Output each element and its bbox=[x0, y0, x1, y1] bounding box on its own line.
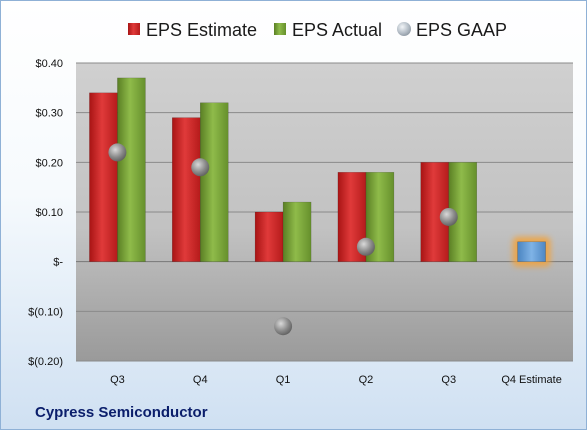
x-tick-label: Q4 Estimate bbox=[501, 374, 562, 386]
actual-bar bbox=[117, 77, 146, 262]
gaap-point bbox=[356, 237, 375, 256]
y-tick-label: $0.10 bbox=[35, 207, 63, 219]
legend-swatch-gaap bbox=[397, 22, 411, 36]
legend-label-actual: EPS Actual bbox=[292, 20, 382, 40]
gaap-point bbox=[108, 143, 127, 162]
y-tick-label: $(0.20) bbox=[28, 356, 63, 368]
forecast-bar bbox=[517, 241, 546, 262]
y-tick-label: $0.40 bbox=[35, 58, 63, 70]
y-tick-label: $0.30 bbox=[35, 108, 63, 120]
y-tick-label: $- bbox=[53, 257, 63, 269]
estimate-bar bbox=[254, 211, 284, 262]
y-tick-label: $0.20 bbox=[35, 157, 63, 169]
x-tick-label: Q2 bbox=[359, 374, 374, 386]
legend: EPS Estimate EPS Actual EPS GAAP bbox=[128, 20, 507, 40]
x-tick-label: Q3 bbox=[110, 374, 125, 386]
legend-swatch-actual bbox=[274, 23, 286, 35]
y-tick-label: $(0.10) bbox=[28, 306, 63, 318]
legend-label-gaap: EPS GAAP bbox=[416, 20, 507, 40]
x-axis-labels: Q3 Q4 Q1 Q2 Q3 Q4 Estimate bbox=[110, 374, 562, 386]
gaap-point bbox=[439, 207, 458, 226]
actual-bar bbox=[282, 201, 312, 262]
gridlines bbox=[76, 62, 573, 362]
legend-label-estimate: EPS Estimate bbox=[146, 20, 257, 40]
x-tick-label: Q1 bbox=[276, 374, 291, 386]
actual-bar bbox=[200, 102, 229, 262]
legend-item-actual: EPS Actual bbox=[274, 20, 382, 40]
gaap-point bbox=[274, 317, 293, 336]
estimate-bar bbox=[89, 92, 118, 262]
legend-item-gaap: EPS GAAP bbox=[397, 20, 507, 40]
y-axis-labels: $0.40 $0.30 $0.20 $0.10 $- $(0.10) $(0.20) bbox=[28, 58, 63, 368]
legend-item-estimate: EPS Estimate bbox=[128, 20, 257, 40]
estimate-bar bbox=[172, 117, 201, 262]
gaap-point bbox=[191, 158, 210, 177]
company-name: Cypress Semiconductor bbox=[35, 404, 208, 421]
legend-swatch-estimate bbox=[128, 23, 140, 35]
x-tick-label: Q4 bbox=[193, 374, 208, 386]
gaap-points bbox=[108, 143, 458, 336]
x-tick-label: Q3 bbox=[441, 374, 456, 386]
